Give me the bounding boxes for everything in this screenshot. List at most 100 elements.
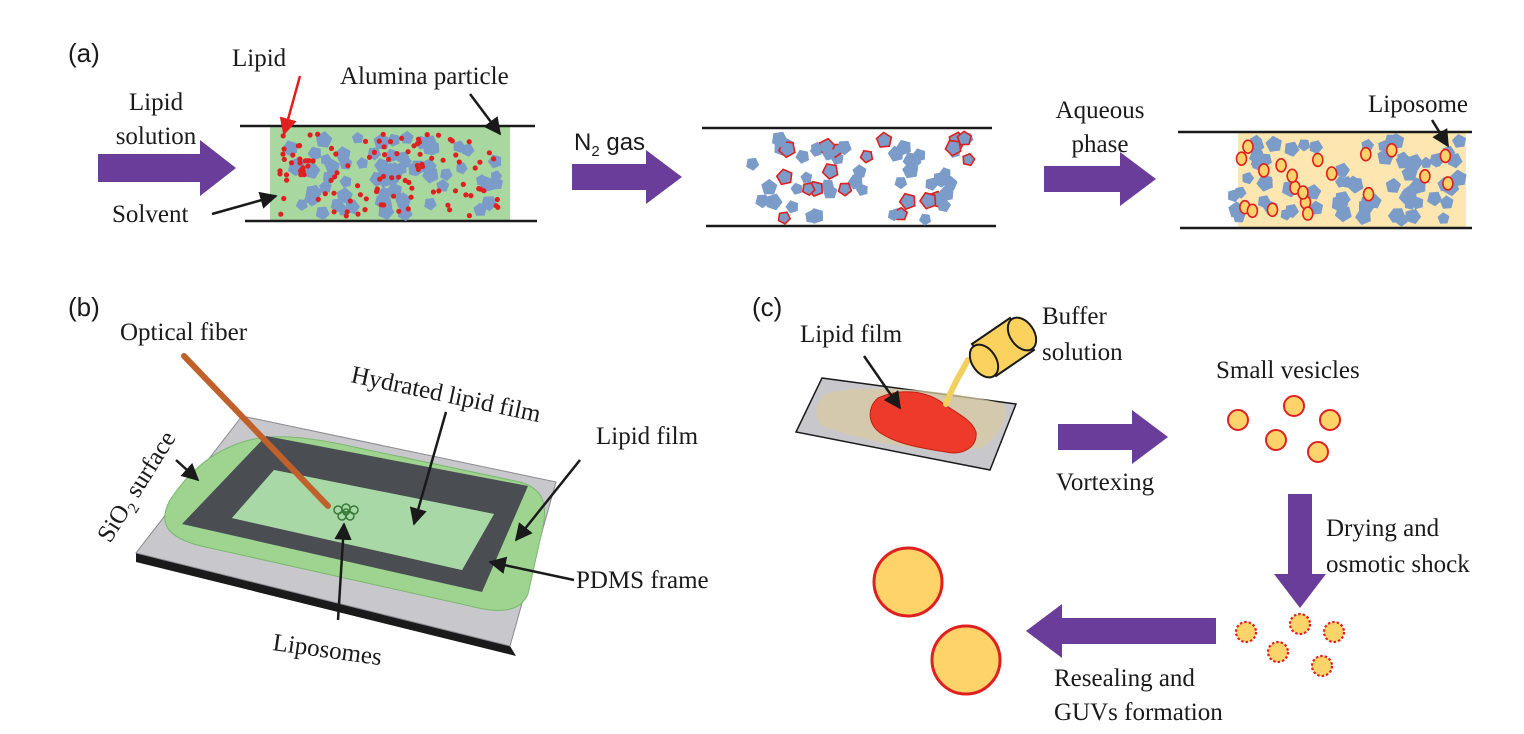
lipid-dot [362, 138, 369, 144]
alumina-particle [378, 203, 395, 220]
shocked-vesicle [1288, 612, 1312, 636]
lipid-dot [298, 168, 304, 174]
alumina-particle [1395, 214, 1408, 227]
lipid-dot [331, 190, 337, 196]
buffer-label-1: Buffer [1042, 303, 1107, 330]
lipid-dot [466, 213, 472, 219]
liposome [1258, 163, 1270, 178]
lipid-dot [409, 185, 415, 191]
lipid-solution-label-1: Lipid [129, 89, 184, 116]
buffer-beaker [968, 316, 1038, 379]
liposome [1442, 176, 1454, 191]
lipid-dot [440, 157, 446, 163]
alumina-particle [1439, 195, 1454, 209]
alumina-particle [473, 202, 487, 216]
lipid-dot [332, 174, 338, 180]
alumina-particle [1242, 172, 1255, 185]
alumina-particle [1335, 191, 1351, 208]
lipid-dot [295, 143, 301, 149]
lipid-film-label-c: Lipid film [800, 321, 903, 348]
lipid-dot [277, 168, 283, 174]
arrow-resealing [1026, 604, 1216, 658]
lipid-dot [297, 156, 303, 162]
liposome [1297, 185, 1309, 200]
shocked-vesicles [1234, 612, 1346, 678]
alumina-particle [307, 146, 322, 161]
lipid-dot [315, 131, 321, 137]
alumina-particle [1401, 165, 1418, 181]
lipid-dot [306, 158, 312, 164]
liposome [1312, 152, 1324, 168]
small-vesicle [1265, 429, 1287, 451]
lipid-dot [322, 191, 328, 197]
arrow-vortexing [1058, 410, 1168, 464]
lipid-dot [435, 132, 442, 138]
lipid-dot [307, 132, 313, 138]
liposome [1286, 168, 1298, 184]
lipid-dot [284, 177, 290, 183]
lipid-dot [382, 152, 388, 158]
lipid-dot [380, 131, 386, 137]
coated-particle [939, 167, 951, 180]
lipid-dot [453, 152, 459, 158]
coated-particle [919, 213, 931, 226]
lipid-dot [481, 188, 487, 194]
coated-particle [944, 139, 962, 157]
lipid-dot [396, 174, 402, 180]
n2-gas-label: N2 gas [574, 129, 645, 160]
lipid-dot [288, 160, 295, 166]
panel-c-label: (c) [752, 292, 782, 322]
alumina-particle [386, 182, 402, 199]
shocked-vesicle [1266, 640, 1290, 664]
alumina-particle [1256, 174, 1273, 192]
resealing-label-2: GUVs formation [1054, 699, 1223, 726]
column-1-lipid-dots [277, 131, 501, 219]
shocked-vesicle [1310, 654, 1334, 678]
alumina-particle [1405, 209, 1417, 222]
lipid-dot [355, 183, 361, 189]
lipid-dot [460, 181, 466, 187]
guv-1 [872, 546, 944, 618]
arrow-drying [1274, 494, 1326, 608]
drying-label-2: osmotic shock [1326, 551, 1470, 578]
coated-particle [809, 144, 822, 157]
small-vesicle [1283, 395, 1305, 417]
small-vesicle [1307, 441, 1329, 463]
lipid-film-pointer-arrow-c [862, 355, 902, 410]
lipid-dot [399, 135, 405, 141]
alumina-particle [1452, 134, 1466, 148]
pdms-frame [182, 436, 528, 592]
coated-particle [746, 157, 760, 171]
coated-particle [847, 174, 863, 190]
lipid-dot [302, 158, 308, 164]
lipid-dot [476, 186, 482, 192]
liposome-cluster [333, 503, 359, 521]
shocked-vesicle [1322, 620, 1346, 644]
alumina-particle [400, 130, 414, 144]
lipid-dot [452, 188, 459, 194]
coated-particle [898, 192, 916, 211]
lipid-film-pointer-arrow-b [514, 459, 581, 542]
lipid-dot [466, 139, 472, 145]
lipid-dot [449, 138, 455, 144]
coated-particle [919, 191, 937, 210]
alumina-particle [373, 133, 391, 150]
panel-c: (c) Lipid film Buffer solution Vortexing… [752, 292, 1470, 726]
lipid-dot [362, 207, 368, 213]
lipid-dot [486, 150, 492, 156]
lipid-dot [391, 193, 397, 199]
aqueous-label-1: Aqueous [1056, 97, 1145, 124]
panel-b: (b) Optical fiber Hydrated lipid film Li… [68, 292, 709, 671]
lipid-dot [415, 166, 421, 172]
coated-particle [795, 149, 809, 164]
lipid-dot [343, 213, 349, 219]
lipid-dot [477, 159, 483, 165]
lipid-dot [387, 139, 394, 145]
lipid-dot [394, 151, 400, 157]
substrate-edge [136, 553, 516, 656]
alumina-particle [321, 153, 333, 166]
alumina-particle [1284, 141, 1300, 157]
lipid-dot [408, 194, 414, 200]
lipid-dot [373, 188, 380, 195]
